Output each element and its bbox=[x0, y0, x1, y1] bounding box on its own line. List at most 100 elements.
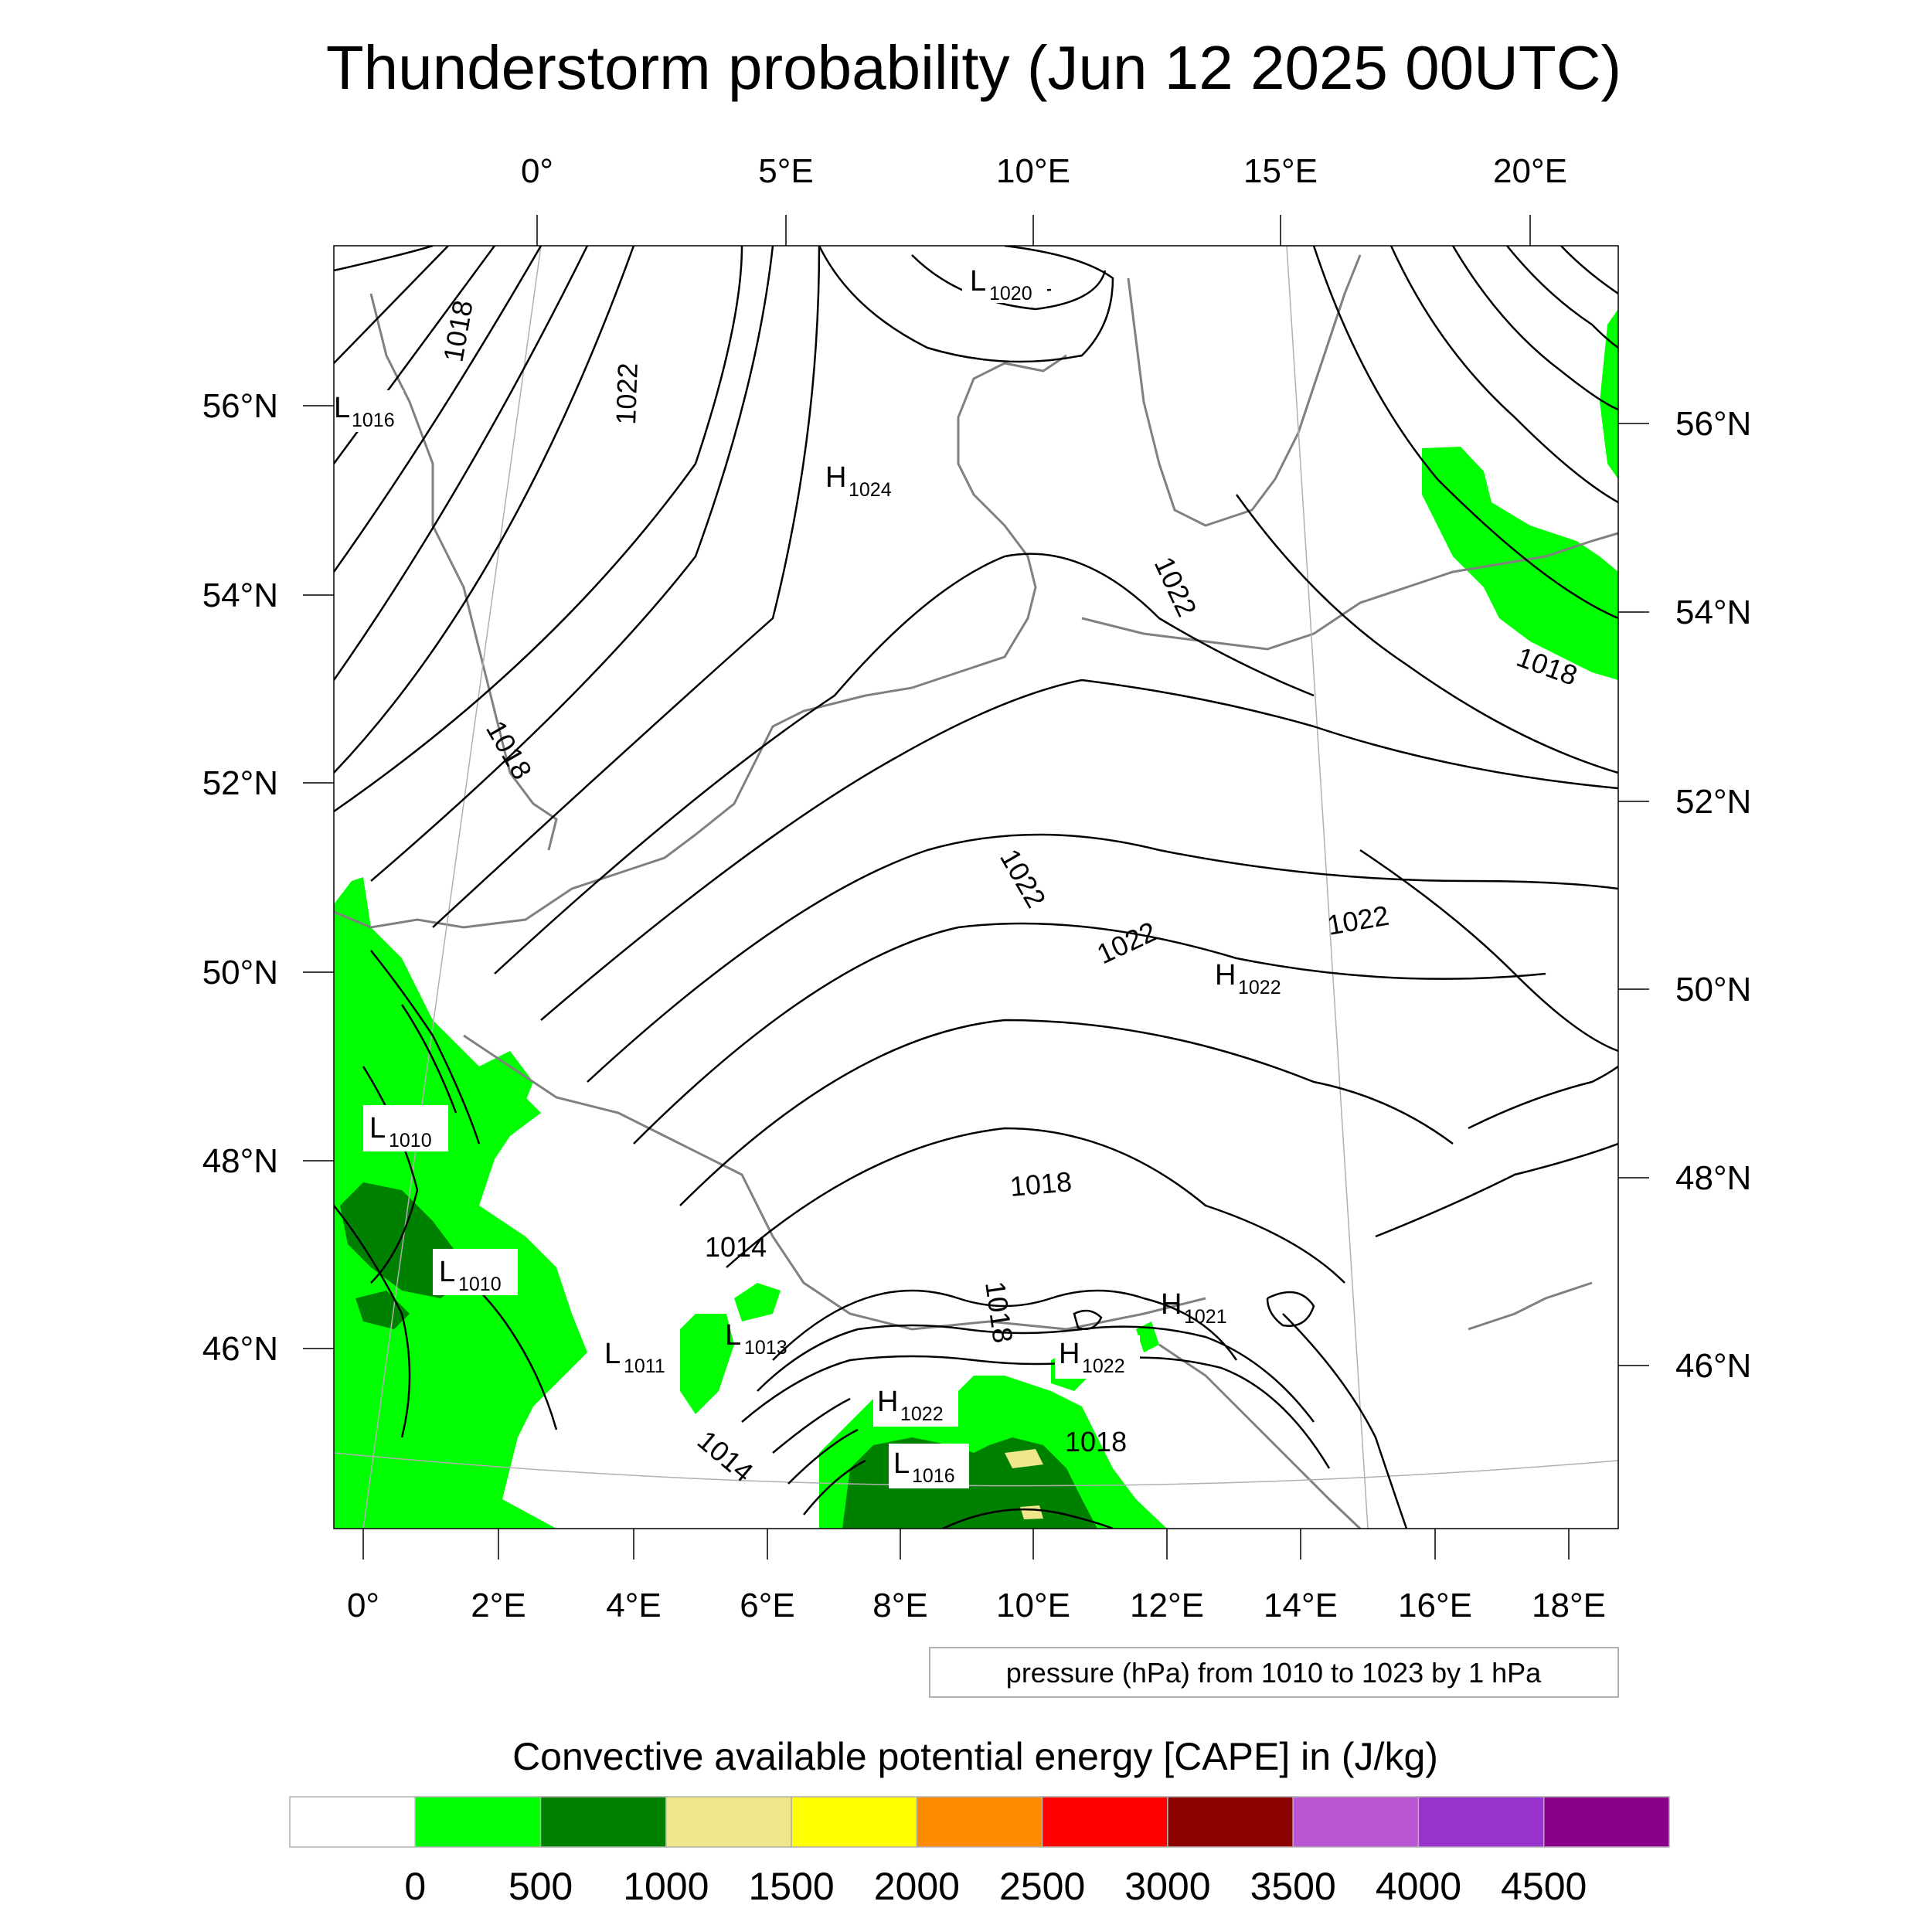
left-tick-label: 56°N bbox=[202, 387, 278, 425]
right-axis-labels: 56°N 54°N 52°N 50°N 48°N 46°N bbox=[1675, 405, 1751, 1385]
svg-text:L: L bbox=[369, 1112, 386, 1145]
right-tick-label: 46°N bbox=[1675, 1347, 1751, 1385]
tick-marks bbox=[303, 215, 1649, 1560]
contour-label: 1018 bbox=[1065, 1426, 1127, 1458]
contour-info-box: pressure (hPa) from 1010 to 1023 by 1 hP… bbox=[929, 1647, 1619, 1698]
coast-sweden bbox=[1127, 254, 1362, 527]
bottom-tick-label: 8°E bbox=[872, 1587, 927, 1624]
coast-alps-border bbox=[463, 1034, 1206, 1331]
colorbar-swatch bbox=[791, 1796, 918, 1848]
map-panel: L 1020 L 1016 H 1024 H 1022 bbox=[202, 152, 1752, 1624]
cape-area-patch-2 bbox=[734, 1283, 781, 1321]
top-tick-label: 10°E bbox=[996, 152, 1070, 190]
pressure-center-h1022-alps-east: H 1022 bbox=[1055, 1335, 1140, 1379]
colorbar-swatch bbox=[665, 1796, 792, 1848]
pressure-center-l1016-north: L 1016 bbox=[334, 390, 403, 432]
bottom-axis-labels: 0° 2°E 4°E 6°E 8°E 10°E 12°E 14°E 16°E 1… bbox=[347, 1587, 1606, 1624]
left-axis-labels: 56°N 54°N 52°N 50°N 48°N 46°N bbox=[202, 387, 278, 1368]
colorbar-tick-label: 1500 bbox=[748, 1865, 834, 1908]
colorbar-tick-label: 4500 bbox=[1501, 1865, 1587, 1908]
top-tick-label: 20°E bbox=[1493, 152, 1567, 190]
bottom-tick-label: 2°E bbox=[471, 1587, 526, 1624]
bottom-tick-label: 14°E bbox=[1264, 1587, 1338, 1624]
colorbar-swatch bbox=[1041, 1796, 1168, 1848]
bottom-tick-label: 6°E bbox=[740, 1587, 794, 1624]
svg-text:L: L bbox=[970, 265, 986, 298]
pressure-center-l1016-alps: L 1016 bbox=[889, 1444, 969, 1488]
pressure-center-l1010-upper: L 1010 bbox=[363, 1105, 448, 1151]
pressure-centers: L 1020 L 1016 H 1024 H 1022 bbox=[334, 261, 1281, 1488]
cape-area-patch-1 bbox=[680, 1314, 734, 1414]
cape-high-alps-2 bbox=[1020, 1505, 1043, 1519]
pressure-center-l1013: L 1013 bbox=[725, 1319, 787, 1359]
colorbar-swatch bbox=[916, 1796, 1043, 1848]
svg-text:L: L bbox=[604, 1338, 621, 1370]
coast-germany-denmark bbox=[911, 354, 1067, 689]
colorbar-tick-label: 4000 bbox=[1376, 1865, 1461, 1908]
cape-area-patch-4 bbox=[1136, 1321, 1159, 1352]
svg-text:1022: 1022 bbox=[900, 1403, 944, 1425]
svg-text:L: L bbox=[439, 1256, 455, 1288]
colorbar-swatches bbox=[289, 1796, 1670, 1848]
colorbar-swatch bbox=[1292, 1796, 1420, 1848]
svg-text:H: H bbox=[1215, 959, 1236, 992]
contour-label: 1018 bbox=[1009, 1165, 1073, 1202]
svg-text:1011: 1011 bbox=[624, 1355, 665, 1377]
svg-text:L: L bbox=[334, 392, 350, 424]
bottom-tick-label: 12°E bbox=[1130, 1587, 1204, 1624]
pressure-center-h1021: H 1021 bbox=[1161, 1288, 1227, 1328]
pressure-center-l1020: L 1020 bbox=[962, 261, 1047, 304]
coastlines bbox=[334, 254, 1618, 1529]
colorbar-swatch bbox=[414, 1796, 542, 1848]
colorbar-swatch bbox=[1417, 1796, 1545, 1848]
top-tick-label: 0° bbox=[521, 152, 553, 190]
svg-text:1020: 1020 bbox=[989, 283, 1032, 304]
cape-area-west bbox=[334, 877, 587, 1529]
coast-belgium-nl bbox=[695, 686, 913, 836]
pressure-center-h1024: H 1024 bbox=[825, 461, 892, 501]
svg-text:1024: 1024 bbox=[849, 479, 892, 501]
left-tick-label: 52°N bbox=[202, 764, 278, 802]
bottom-tick-label: 16°E bbox=[1398, 1587, 1472, 1624]
cape-area-northeast bbox=[1422, 447, 1618, 680]
right-tick-label: 54°N bbox=[1675, 594, 1751, 631]
left-tick-label: 46°N bbox=[202, 1330, 278, 1368]
pressure-center-h1022-alps-west: H 1022 bbox=[873, 1383, 958, 1427]
svg-text:1013: 1013 bbox=[744, 1337, 787, 1359]
colorbar-title: Convective available potential energy [C… bbox=[512, 1735, 1438, 1778]
colorbar-swatch bbox=[539, 1796, 667, 1848]
colorbar-tick-label: 1000 bbox=[623, 1865, 709, 1908]
border-east bbox=[1468, 1281, 1593, 1331]
colorbar: Convective available potential energy [C… bbox=[289, 1735, 1670, 1908]
pressure-center-h1022-east: H 1022 bbox=[1215, 959, 1281, 998]
right-tick-label: 48°N bbox=[1675, 1159, 1751, 1197]
cape-mid-west-2 bbox=[355, 1291, 410, 1329]
cape-area-northeast-edge bbox=[1600, 309, 1618, 479]
coast-france-north bbox=[334, 833, 696, 929]
colorbar-swatch bbox=[289, 1796, 417, 1848]
svg-text:H: H bbox=[1059, 1338, 1080, 1370]
colorbar-swatch bbox=[1543, 1796, 1670, 1848]
contour-info-text: pressure (hPa) from 1010 to 1023 by 1 hP… bbox=[1006, 1657, 1542, 1689]
left-tick-label: 50°N bbox=[202, 954, 278, 992]
colorbar-tick-labels: 0 500 1000 1500 2000 2500 3000 3500 4000 4500 bbox=[404, 1865, 1587, 1908]
right-tick-label: 50°N bbox=[1675, 971, 1751, 1009]
top-tick-label: 5°E bbox=[758, 152, 813, 190]
svg-text:1016: 1016 bbox=[352, 410, 395, 431]
map-frame bbox=[333, 245, 1619, 1529]
bottom-tick-label: 10°E bbox=[996, 1587, 1070, 1624]
colorbar-tick-label: 2500 bbox=[999, 1865, 1085, 1908]
svg-text:H: H bbox=[877, 1386, 898, 1418]
svg-text:H: H bbox=[825, 461, 846, 494]
contour-label: 1014 bbox=[705, 1231, 767, 1263]
bottom-tick-label: 0° bbox=[347, 1587, 379, 1624]
svg-text:1016: 1016 bbox=[912, 1465, 955, 1487]
svg-text:1010: 1010 bbox=[389, 1130, 432, 1151]
right-tick-label: 56°N bbox=[1675, 405, 1751, 443]
right-tick-label: 52°N bbox=[1675, 783, 1751, 821]
colorbar-tick-label: 2000 bbox=[874, 1865, 960, 1908]
figure-title: Thunderstorm probability (Jun 12 2025 00… bbox=[326, 33, 1621, 102]
colorbar-tick-label: 0 bbox=[404, 1865, 426, 1908]
isobars bbox=[334, 246, 1618, 1529]
